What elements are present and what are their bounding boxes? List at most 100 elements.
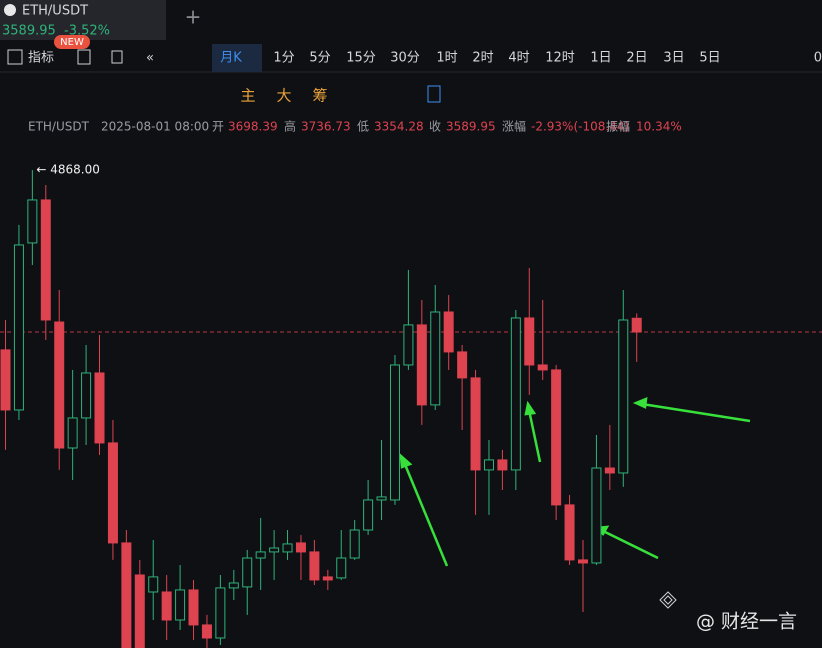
timeframe-tab[interactable]: 1分	[273, 51, 294, 66]
symbol-tab[interactable]	[0, 0, 166, 40]
candle-body	[67, 417, 78, 449]
candle-body	[349, 529, 360, 559]
candle-body	[618, 319, 629, 474]
candle-body	[604, 467, 615, 474]
timeframe-tab[interactable]: 1日	[590, 51, 611, 66]
coin-icon	[4, 4, 16, 16]
candle-body	[175, 589, 186, 621]
info-text: 涨幅	[502, 119, 526, 134]
toolbar-button[interactable]: 筹	[312, 87, 327, 105]
info-text: 3354.28	[374, 120, 424, 134]
candle-body	[376, 496, 387, 501]
candles	[0, 170, 822, 648]
info-text: ETH/USDT	[28, 120, 90, 134]
timeframe-tab[interactable]: 4时	[508, 51, 529, 66]
info-text: 3698.39	[228, 120, 278, 134]
candle-body	[443, 311, 454, 353]
candle-body	[524, 317, 535, 366]
candle-body	[269, 547, 280, 553]
candle-body	[483, 459, 494, 471]
candle-body	[430, 311, 441, 406]
icon	[427, 85, 441, 103]
candle-body	[81, 372, 92, 419]
icon	[111, 50, 123, 64]
timeframe-tab[interactable]: 5日	[699, 51, 720, 66]
candle-body	[416, 324, 427, 406]
timeframe-tab[interactable]: 2时	[472, 51, 493, 66]
candle-body	[107, 442, 118, 544]
timeframe-tab[interactable]: 30分	[390, 51, 420, 66]
candle-body	[40, 199, 51, 321]
indicator[interactable]: 指标	[28, 51, 54, 66]
icon: «	[146, 51, 154, 66]
candle-body	[457, 351, 468, 379]
add-tab[interactable]: +	[185, 5, 202, 29]
peak-label: ← 4868.00	[36, 163, 100, 177]
price: 3589.95	[2, 24, 56, 39]
timeframe-tab[interactable]: 12时	[545, 51, 575, 66]
info-text: 低	[357, 120, 369, 134]
candle-body	[510, 317, 521, 471]
info-text: 开	[212, 120, 224, 134]
price-change: -3.52%	[64, 24, 110, 39]
timeframe-tab[interactable]: 2日	[626, 51, 647, 66]
candle-body	[537, 364, 548, 371]
candle-body	[591, 467, 602, 564]
toolbar-button[interactable]: 主	[240, 87, 255, 105]
timeframe-tab[interactable]: 3日	[663, 51, 684, 66]
candle-body	[363, 499, 374, 531]
candle-body	[27, 199, 38, 244]
candle-body	[309, 551, 320, 581]
info-text: 振幅	[606, 119, 630, 134]
candle-body	[134, 574, 145, 648]
info-text: 10.34%	[636, 120, 682, 134]
timeframe-tab[interactable]: 1时	[436, 51, 457, 66]
candle-body	[0, 349, 11, 411]
candle-body	[282, 543, 293, 553]
candle-body	[551, 369, 562, 506]
icon	[77, 49, 91, 65]
indicator-icon	[7, 49, 23, 65]
candle-body	[242, 557, 253, 588]
candle-body	[148, 576, 159, 593]
active-tab[interactable]	[212, 44, 262, 72]
candle-body	[188, 589, 199, 626]
candle-body	[577, 559, 588, 564]
candle-body	[94, 372, 105, 444]
candle-body	[322, 576, 333, 581]
candle-body	[295, 542, 306, 553]
info-text: 收	[429, 120, 441, 134]
candle-body	[201, 624, 212, 639]
watermark-icon	[659, 591, 677, 609]
candle-body	[255, 551, 266, 559]
candle-body	[389, 364, 400, 501]
toolbar-button[interactable]: 大	[276, 87, 291, 105]
info-text: 3589.95	[446, 120, 496, 134]
candle-body	[497, 459, 508, 471]
candle-body	[121, 542, 132, 648]
candle-body	[161, 591, 172, 621]
candle-body	[228, 582, 239, 589]
info-text: -2.93%(-108.44)	[531, 120, 629, 134]
tab-edge: 0	[814, 51, 822, 66]
info-text: 高	[284, 119, 296, 134]
info-text: 2025-08-01 08:00	[101, 120, 209, 134]
candle-body	[215, 587, 226, 639]
watermark: @ 财经一言	[696, 611, 797, 633]
timeframe-tab[interactable]: 5分	[309, 51, 330, 66]
timeframe-tab[interactable]: 月K	[220, 51, 242, 66]
candle-body	[54, 321, 65, 449]
info-text: 3736.73	[301, 120, 351, 134]
symbol: ETH/USDT	[22, 4, 88, 19]
candle-body	[631, 317, 642, 333]
candle-body	[470, 377, 481, 471]
badge	[54, 35, 90, 49]
candle-body	[336, 557, 347, 579]
timeframe-tab[interactable]: 15分	[346, 51, 376, 66]
badge-text: NEW	[60, 37, 84, 48]
candle-body	[403, 324, 414, 366]
candle-body	[564, 504, 575, 561]
